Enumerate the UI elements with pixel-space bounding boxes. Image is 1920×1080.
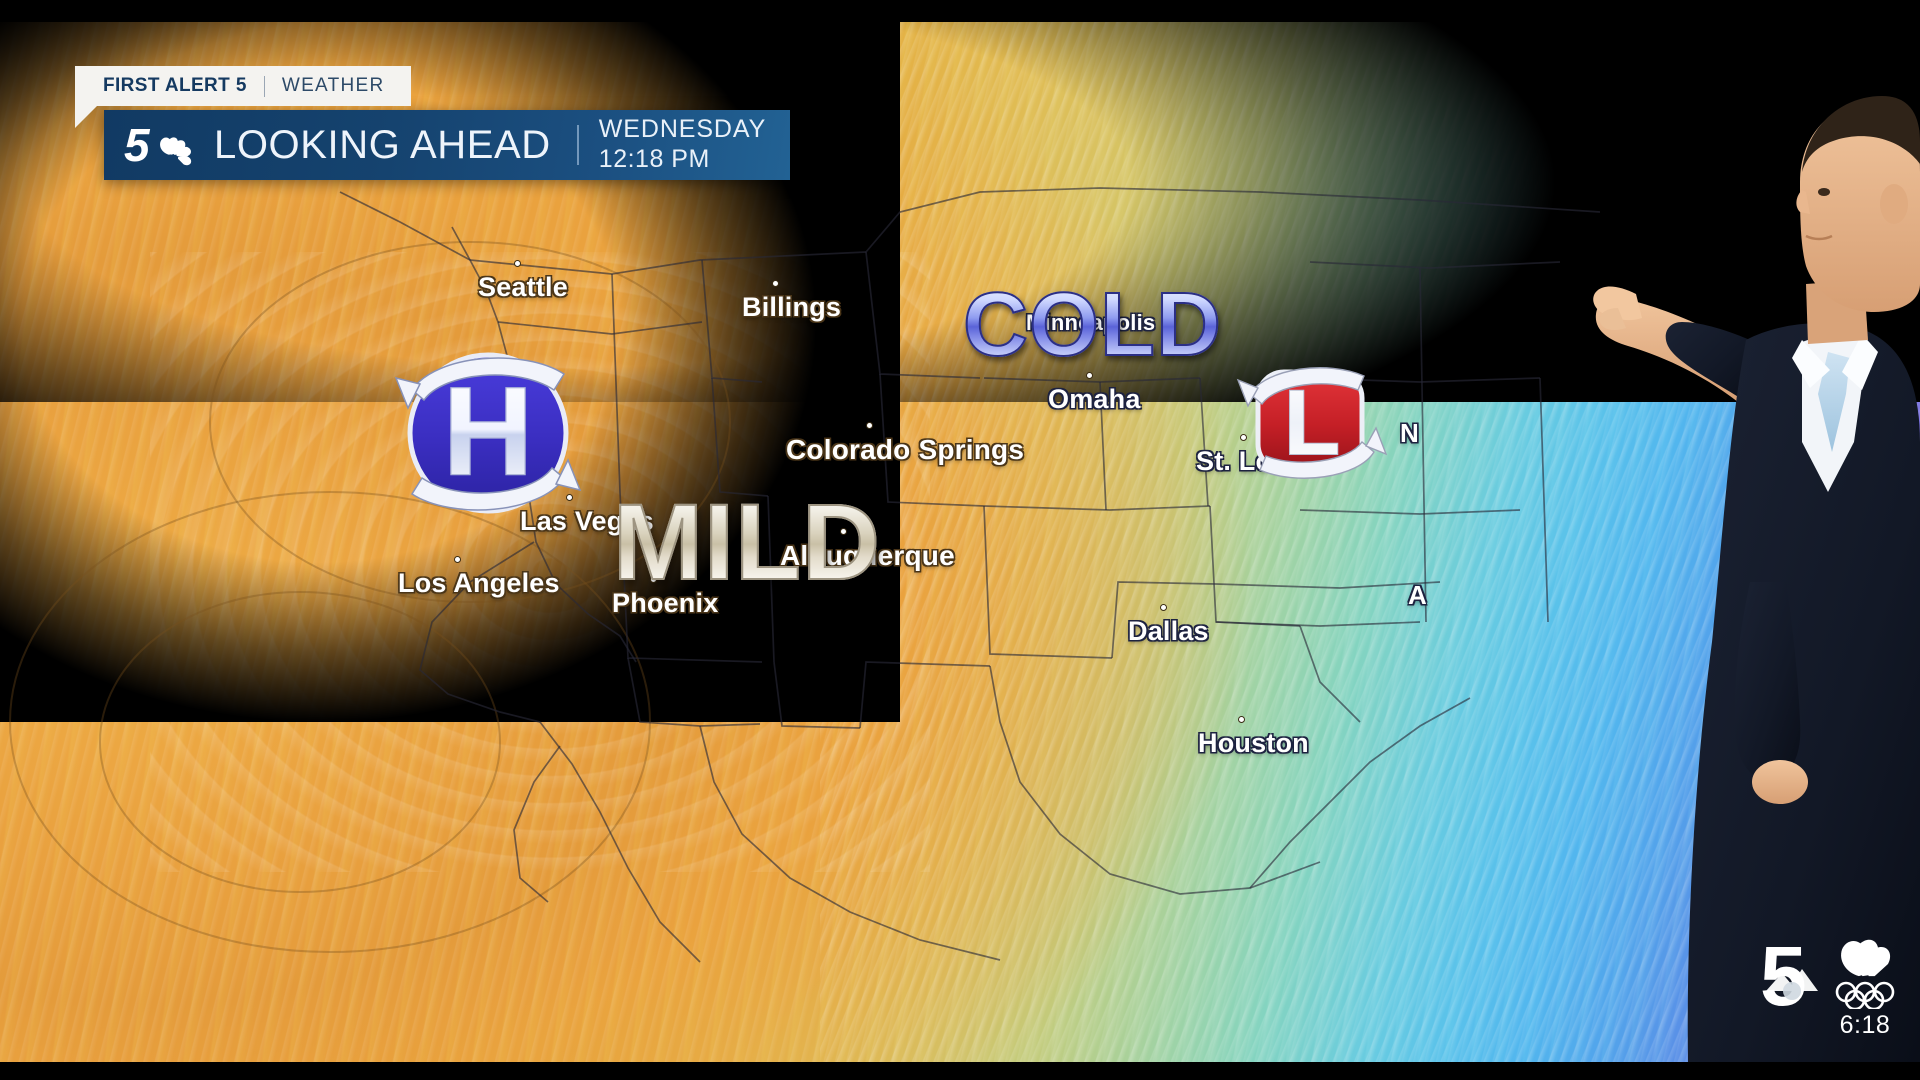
first-alert-tag: FIRST ALERT 5 WEATHER (75, 66, 411, 106)
city-label: N (1400, 418, 1419, 448)
city-label: A (1408, 580, 1427, 610)
mild-callout: MILD (612, 481, 881, 602)
city-label: Billings (742, 292, 842, 322)
city-marker-dot (1240, 434, 1247, 441)
city-label: Dallas (1128, 616, 1209, 646)
city-marker-dot (514, 260, 521, 267)
city-label: Houston (1198, 728, 1309, 758)
nbc-peacock-icon (160, 137, 192, 166)
banner-day: WEDNESDAY (598, 114, 767, 143)
city-marker-dot (866, 422, 873, 429)
station-5-mountain-logo-icon: 5 (1760, 935, 1818, 1019)
city-label: Albuquerque (780, 540, 955, 572)
svg-text:H: H (443, 363, 533, 501)
svg-text:L: L (1284, 372, 1340, 474)
banner-title: LOOKING AHEAD (214, 122, 551, 167)
city-marker-dot (566, 494, 573, 501)
alert-tag-section: WEATHER (281, 75, 385, 96)
city-marker-dot (650, 576, 657, 583)
city-marker-dot (840, 528, 847, 535)
high-pressure-symbol: H (394, 352, 582, 514)
city-marker-dot (1160, 604, 1167, 611)
city-label: Omaha (1048, 384, 1141, 414)
bug-network-block: 6:18 (1834, 935, 1896, 1040)
city-label: Minneapolis (1026, 310, 1155, 336)
station-bug: 5 6: (1760, 935, 1896, 1040)
banner-datetime: WEDNESDAY 12:18 PM (579, 110, 790, 180)
city-marker-dot (1086, 372, 1093, 379)
alert-tag-divider (263, 75, 265, 97)
banner-station-logo: 5 (104, 110, 202, 180)
city-marker-dot (772, 280, 779, 287)
city-label: Colorado Springs (786, 434, 1025, 465)
looking-ahead-banner: 5 LOOKING AHEAD WEDNESDAY 12:18 PM (104, 110, 791, 180)
bug-clock: 6:18 (1839, 1011, 1891, 1039)
banner-time: 12:18 PM (598, 145, 710, 174)
svg-text:5: 5 (124, 121, 151, 169)
station-5-peacock-logo-icon: 5 (124, 121, 192, 169)
letterbox-top (0, 0, 1920, 22)
video-frame: Seattle Billings Colorado Springs Las Vegas… (0, 22, 1920, 1062)
city-marker-dot (454, 556, 461, 563)
weather-map: Seattle Billings Colorado Springs Las Vegas… (0, 22, 1920, 1062)
city-label: Las Vegas (520, 506, 654, 536)
letterbox-bottom (0, 1062, 1920, 1080)
city-label: Phoenix (612, 588, 719, 618)
city-marker-dot (1238, 716, 1245, 723)
nbc-peacock-icon (1841, 939, 1891, 977)
banner-divider (576, 125, 579, 165)
alert-tag-notch (75, 106, 97, 128)
city-label: Seattle (478, 272, 568, 302)
city-label: Los Angeles (398, 568, 560, 598)
cold-callout: COLD (962, 275, 1222, 375)
first-alert-brand: FIRST ALERT 5 (103, 75, 247, 96)
low-pressure-symbol: L (1236, 367, 1388, 479)
olympic-rings-icon (1835, 981, 1895, 1009)
